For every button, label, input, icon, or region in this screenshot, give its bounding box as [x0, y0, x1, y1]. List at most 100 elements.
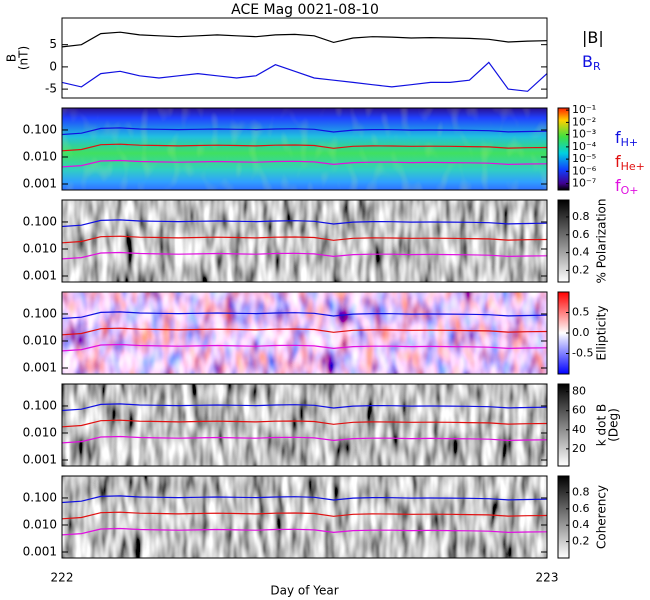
colorbar [558, 108, 569, 190]
spectrogram-texture [62, 384, 547, 466]
legend-entry: BR [582, 52, 601, 74]
y-tick-label: 0.010 [23, 241, 57, 255]
colorbar-tick-label: 10⁻⁵ [572, 152, 596, 165]
series-line [62, 435, 547, 444]
y-tick-label: 0.010 [23, 517, 57, 531]
y-tick-label: 0.100 [23, 490, 57, 504]
legend-entry: fHe+ [615, 152, 645, 174]
colorbar-tick-label: 10⁻⁷ [572, 177, 596, 190]
plot-frame [61, 17, 548, 99]
series-line [62, 159, 547, 168]
series-line [62, 251, 547, 260]
y-tick-label: 0.001 [23, 361, 57, 375]
y-tick-label: 0.100 [23, 306, 57, 320]
plot-frame [61, 291, 548, 375]
colorbar-label: % Polarization [595, 199, 609, 284]
colorbar-frame [557, 107, 570, 191]
legend-name: |B| [582, 28, 604, 47]
series-line [62, 527, 547, 536]
series-line [62, 219, 547, 228]
colorbar-tick-label: 0.8 [572, 485, 590, 498]
colorbar-tick-label: 10⁻¹ [572, 103, 596, 116]
plot-frame [61, 199, 548, 283]
colorbar-tick-label: -0.5 [572, 347, 593, 360]
colorbar-tick-label: 0.8 [572, 210, 590, 223]
y-tick-label: 0.001 [23, 453, 57, 467]
colorbar-tick-label: 0.4 [572, 246, 590, 259]
y-tick-label: 0.010 [23, 333, 57, 347]
colorbar-tick-label: 0.6 [572, 502, 590, 515]
series-line [62, 235, 547, 244]
colorbar-tick-label: 0.4 [572, 518, 590, 531]
series-line [62, 403, 547, 412]
series-line [62, 511, 547, 520]
colorbar [558, 384, 569, 466]
colorbar [558, 476, 569, 558]
series-line [62, 31, 547, 48]
series-line [62, 343, 547, 352]
colorbar-label: Ellipticity [595, 306, 609, 361]
y-tick-label: 0.010 [23, 149, 57, 163]
legend-subscript: H+ [621, 136, 639, 149]
series-line [62, 61, 547, 92]
y-tick-label: 0.010 [23, 425, 57, 439]
colorbar-tick-label: 10⁻² [572, 115, 596, 128]
plot-frame [61, 107, 548, 191]
colorbar-label: Coherency [595, 485, 609, 549]
colorbar [558, 292, 569, 374]
colorbar-tick-label: 10⁻⁶ [572, 164, 597, 177]
colorbar-tick-label: 40 [572, 423, 586, 436]
legend-name: B [582, 52, 593, 71]
colorbar-tick-label: 80 [572, 385, 586, 398]
legend-name: f [615, 128, 621, 147]
y-axis-label: (nT) [17, 46, 31, 70]
legend-name: f [615, 152, 621, 171]
y-axis-label: B [5, 54, 19, 62]
legend-subscript: R [593, 60, 601, 73]
legend-entry: fH+ [615, 128, 638, 150]
legend-entry: |B| [582, 28, 604, 47]
colorbar-tick-label: 20 [572, 442, 586, 455]
series-line [62, 327, 547, 336]
x-tick-label: 223 [536, 571, 559, 585]
colorbar-label: (Deg) [607, 408, 621, 442]
legend-subscript: O+ [621, 184, 639, 197]
spectrogram-texture [62, 476, 547, 558]
x-tick-label: 222 [51, 571, 74, 585]
series-line [62, 127, 547, 136]
y-tick-label: 0.100 [23, 398, 57, 412]
plot-frame [61, 383, 548, 467]
y-tick-label: 0.001 [23, 545, 57, 559]
colorbar-tick-label: 60 [572, 404, 586, 417]
legend-subscript: He+ [621, 160, 645, 173]
colorbar-frame [557, 199, 570, 283]
spectrogram-texture [62, 200, 547, 282]
colorbar-tick-label: 10⁻⁴ [572, 140, 597, 153]
x-axis-label: Day of Year [270, 584, 338, 598]
y-tick-label: 0.100 [23, 214, 57, 228]
colorbar-label: k dot B [595, 404, 609, 446]
colorbar-frame [557, 475, 570, 559]
legend-entry: fO+ [615, 176, 639, 198]
colorbar-frame [557, 383, 570, 467]
y-tick-label: 5 [49, 37, 57, 51]
colorbar-tick-label: 0.2 [572, 263, 590, 276]
spectrogram-texture [62, 292, 547, 374]
colorbar-tick-label: 0.6 [572, 228, 590, 241]
colorbar-tick-label: 0.2 [572, 535, 590, 548]
y-tick-label: 0.001 [23, 269, 57, 283]
chart-title: ACE Mag 0021-08-10 [231, 2, 379, 18]
y-tick-label: 0 [49, 59, 57, 73]
y-tick-label: -5 [45, 82, 57, 96]
spectrogram-texture [62, 108, 547, 190]
series-line [62, 311, 547, 320]
y-tick-label: 0.001 [23, 177, 57, 191]
plot-frame [61, 475, 548, 559]
colorbar-tick-label: 10⁻³ [572, 128, 596, 141]
colorbar-tick-label: 0.5 [572, 306, 590, 319]
series-line [62, 495, 547, 504]
colorbar-tick-label: 0.0 [572, 326, 590, 339]
series-line [62, 143, 547, 152]
